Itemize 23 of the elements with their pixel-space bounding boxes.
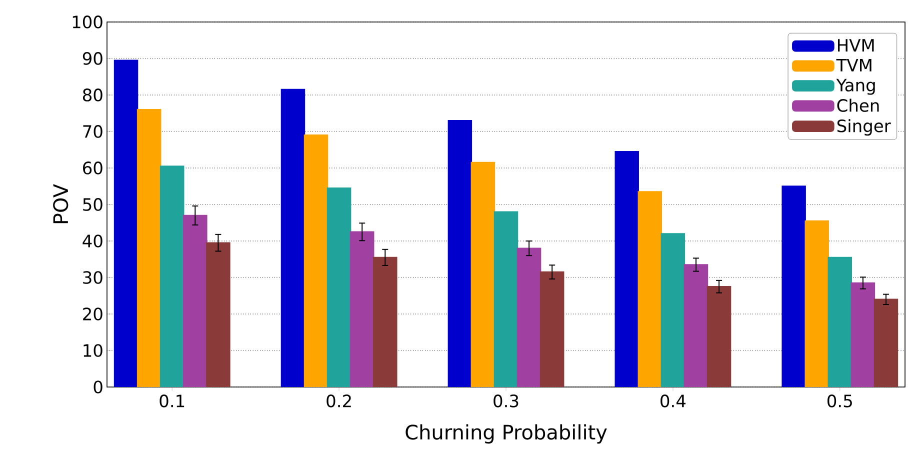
- y-tick-label: 70: [83, 125, 102, 138]
- y-tick-label: 90: [82, 52, 102, 65]
- y-tick-label: 80: [83, 88, 102, 102]
- y-tick-label: 50: [83, 198, 102, 211]
- y-axis-title: POV: [53, 184, 68, 224]
- y-tick-label: 10: [84, 344, 102, 357]
- y-tick-label: 100: [72, 16, 102, 28]
- legend-label: TVM: [836, 59, 872, 72]
- y-tick-label: 30: [83, 271, 102, 284]
- x-tick-label: 0.3: [494, 394, 518, 408]
- x-tick-label: 0.5: [828, 394, 852, 408]
- legend-label: Yang: [836, 78, 875, 95]
- legend-label: HVM: [838, 39, 874, 52]
- y-tick-label: 40: [82, 234, 102, 248]
- legend-label: Singer: [837, 119, 891, 136]
- y-tick-label: 60: [83, 162, 102, 174]
- x-axis-title: Churning Probability: [406, 424, 607, 444]
- y-tick-label: 20: [83, 308, 102, 320]
- legend-label: Chen: [837, 98, 879, 112]
- x-tick-label: 0.4: [660, 394, 686, 408]
- y-tick-label: 0: [94, 380, 102, 394]
- x-tick-label: 0.2: [326, 394, 351, 408]
- x-tick-label: 0.1: [160, 394, 184, 408]
